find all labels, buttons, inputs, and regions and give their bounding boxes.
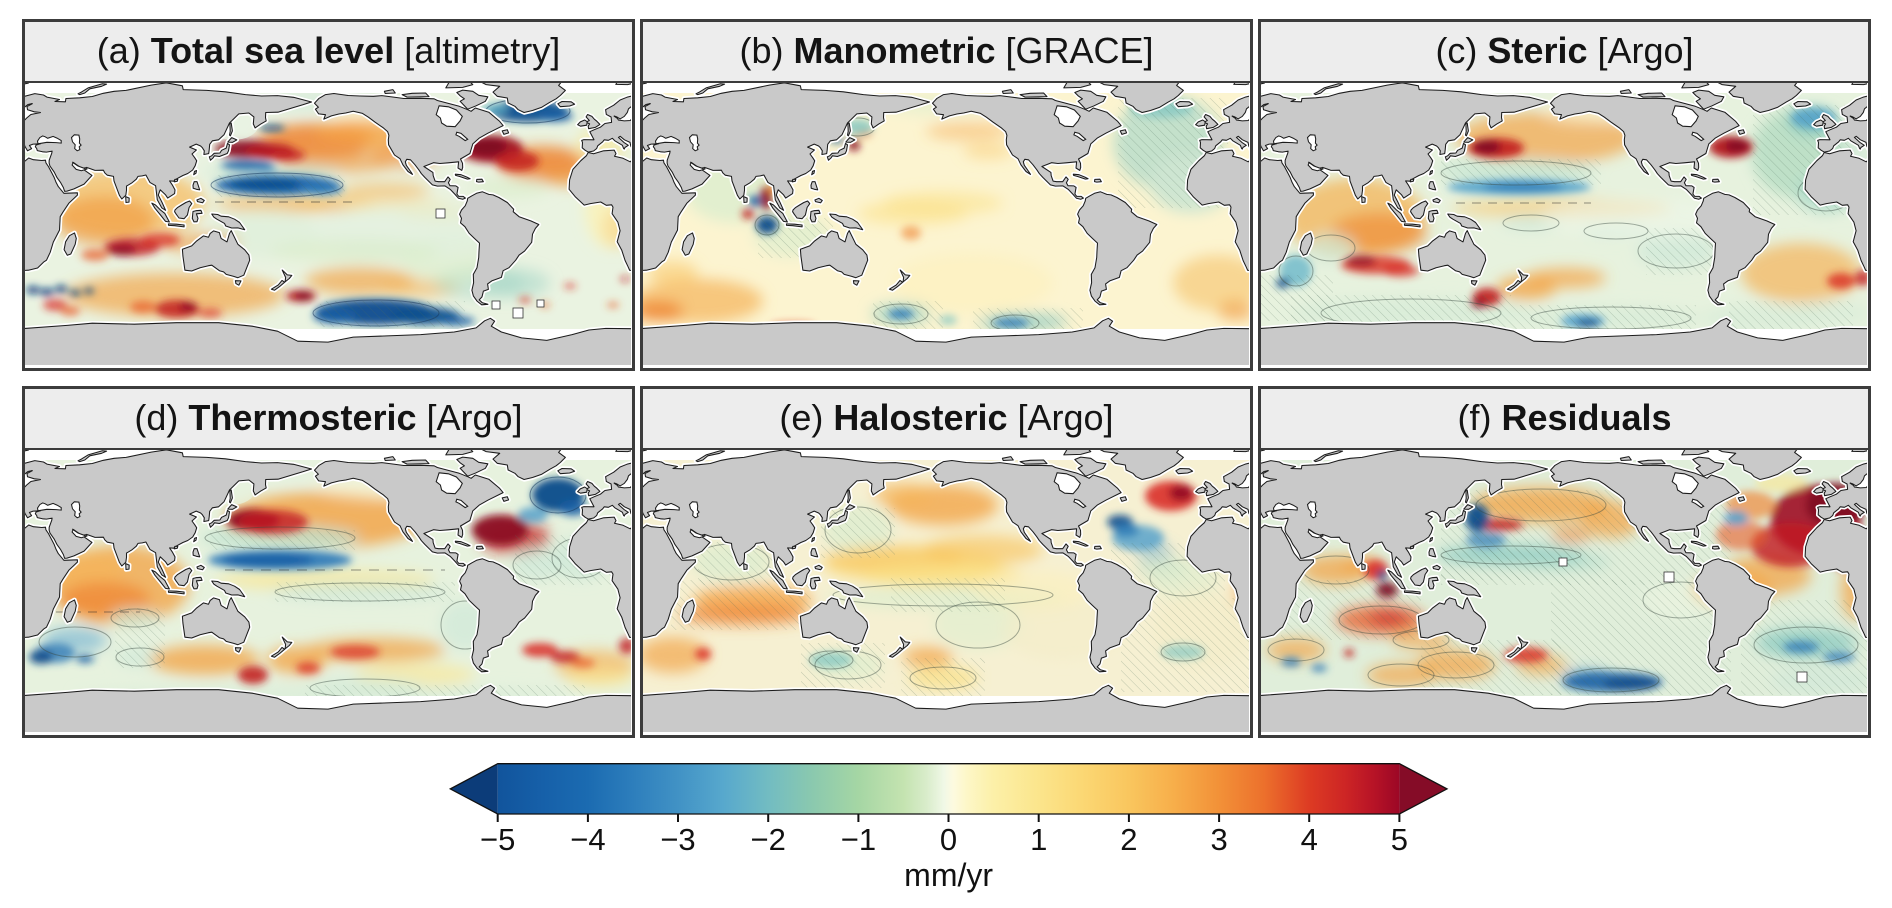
svg-text:1: 1	[1030, 822, 1047, 857]
svg-text:−3: −3	[660, 822, 695, 857]
svg-text:0: 0	[940, 822, 957, 857]
svg-text:mm/yr: mm/yr	[904, 857, 993, 893]
svg-text:−5: −5	[480, 822, 515, 857]
svg-text:−1: −1	[841, 822, 876, 857]
svg-text:4: 4	[1301, 822, 1318, 857]
svg-text:−4: −4	[570, 822, 605, 857]
svg-text:5: 5	[1391, 822, 1408, 857]
svg-text:3: 3	[1210, 822, 1227, 857]
svg-text:−2: −2	[751, 822, 786, 857]
svg-text:2: 2	[1120, 822, 1137, 857]
